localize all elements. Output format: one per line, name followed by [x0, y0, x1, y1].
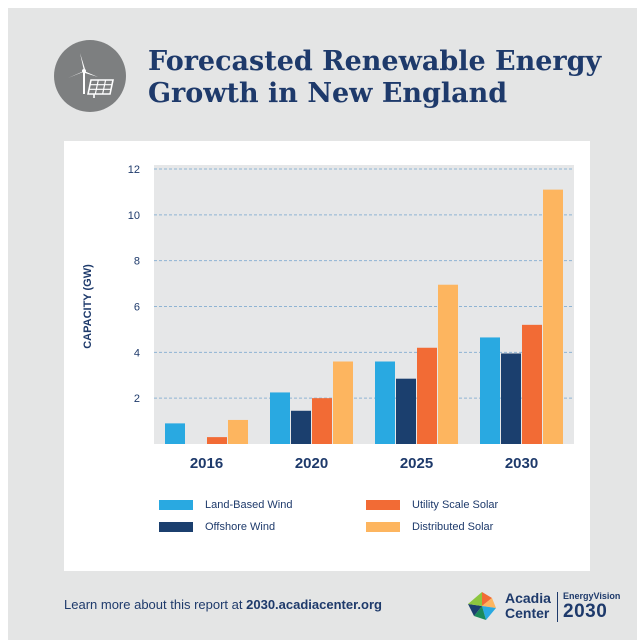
bar-distributed-solar-2030 — [543, 189, 563, 444]
legend-label: Utility Scale Solar — [412, 499, 499, 511]
bar-distributed-solar-2025 — [438, 284, 458, 444]
chart-legend: Land-Based Wind Offshore Wind Utility Sc… — [64, 491, 590, 551]
bar-land-based-wind-2020 — [270, 392, 290, 444]
bar-utility-scale-solar-2030 — [522, 324, 542, 444]
bar-utility-scale-solar-2020 — [312, 398, 332, 444]
x-tick-label: 2016 — [190, 455, 223, 472]
bar-utility-scale-solar-2016 — [207, 437, 227, 444]
y-tick-label: 2 — [134, 393, 140, 405]
legend-item-distributed-solar: Distributed Solar — [366, 519, 493, 535]
y-tick-label: 8 — [134, 256, 140, 268]
y-tick-label: 6 — [134, 302, 140, 314]
footer-link[interactable]: 2030.acadiacenter.org — [246, 597, 382, 612]
wind-turbine-solar-panel-icon — [54, 40, 126, 112]
legend-swatch-land-based-wind — [159, 500, 193, 510]
y-axis-title: CAPACITY (GW) — [82, 264, 94, 349]
chart-card: 2 4 6 8 10 12 CAPACITY (GW) 2016 2020 2025 2030 La… — [64, 141, 590, 571]
bar-offshore-wind-2030 — [501, 353, 521, 444]
legend-label: Land-Based Wind — [205, 499, 293, 511]
bar-land-based-wind-2016 — [165, 423, 185, 444]
energyvision-logo: EnergyVision 2030 — [563, 591, 633, 622]
bar-land-based-wind-2025 — [375, 361, 395, 444]
bar-distributed-solar-2016 — [228, 419, 248, 444]
legend-item-utility-scale-solar: Utility Scale Solar — [366, 497, 498, 513]
y-tick-label: 4 — [134, 347, 140, 359]
legend-item-land-based-wind: Land-Based Wind — [159, 497, 292, 513]
logo-brand-name: EnergyVision — [563, 591, 621, 601]
x-tick-label: 2020 — [295, 455, 328, 472]
bar-distributed-solar-2020 — [333, 361, 353, 444]
logo-divider — [557, 592, 558, 622]
logo-org-line-1: Acadia — [505, 590, 551, 606]
bar-land-based-wind-2030 — [480, 337, 500, 444]
x-tick-label: 2030 — [505, 455, 538, 472]
title-line-2: Growth in New England — [148, 78, 508, 109]
footer-label: Learn more about this report at — [64, 597, 243, 612]
legend-label: Distributed Solar — [412, 521, 494, 533]
logo-org-line-2: Center — [505, 605, 550, 621]
legend-swatch-offshore-wind — [159, 522, 193, 532]
bar-utility-scale-solar-2025 — [417, 347, 437, 444]
y-tick-label: 12 — [128, 164, 140, 176]
legend-item-offshore-wind: Offshore Wind — [159, 519, 275, 535]
x-tick-label: 2025 — [400, 455, 433, 472]
bar-offshore-wind-2020 — [291, 410, 311, 444]
legend-swatch-distributed-solar — [366, 522, 400, 532]
footer-text: Learn more about this report at 2030.aca… — [64, 597, 382, 612]
legend-label: Offshore Wind — [205, 521, 276, 533]
y-tick-label: 10 — [128, 210, 140, 222]
acadia-center-logo: Acadia Center — [505, 591, 555, 621]
bar-chart: 2 4 6 8 10 12 CAPACITY (GW) 2016 2020 2025 2030 — [82, 164, 574, 472]
title-line-1: Forecasted Renewable Energy — [148, 46, 602, 77]
acadia-pinwheel-icon — [468, 592, 496, 620]
page-title: Forecasted Renewable Energy Growth in Ne… — [148, 46, 618, 110]
logo-brand-year: 2030 — [563, 601, 608, 622]
legend-swatch-utility-scale-solar — [366, 500, 400, 510]
bar-offshore-wind-2025 — [396, 378, 416, 444]
infographic-page: Forecasted Renewable Energy Growth in Ne… — [8, 8, 637, 640]
